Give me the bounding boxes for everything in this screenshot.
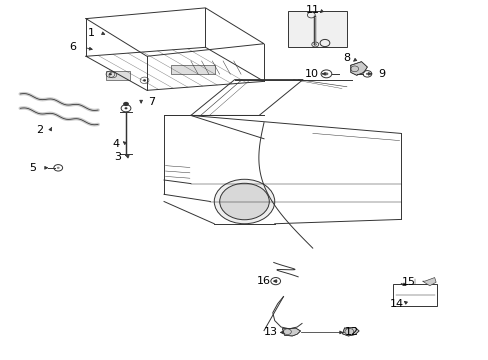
Polygon shape: [350, 62, 366, 75]
Circle shape: [124, 107, 127, 109]
Circle shape: [57, 167, 60, 169]
Text: 5: 5: [29, 163, 36, 173]
FancyBboxPatch shape: [171, 65, 215, 74]
Text: 1: 1: [87, 28, 94, 38]
Circle shape: [313, 43, 316, 45]
Text: 11: 11: [305, 5, 319, 15]
Circle shape: [324, 72, 328, 75]
Text: 9: 9: [378, 69, 385, 79]
Text: 4: 4: [112, 139, 119, 149]
Text: 3: 3: [114, 152, 121, 162]
Polygon shape: [342, 327, 358, 336]
Circle shape: [109, 73, 112, 75]
Text: 13: 13: [264, 327, 278, 337]
Text: 8: 8: [343, 53, 350, 63]
FancyBboxPatch shape: [288, 12, 346, 47]
Text: 14: 14: [389, 299, 403, 309]
Polygon shape: [422, 278, 435, 286]
Circle shape: [365, 73, 368, 75]
Text: 2: 2: [36, 125, 43, 135]
Polygon shape: [282, 328, 300, 336]
FancyBboxPatch shape: [105, 71, 130, 80]
Text: 12: 12: [344, 327, 358, 337]
Circle shape: [214, 179, 274, 224]
Circle shape: [143, 79, 146, 81]
Circle shape: [123, 102, 129, 106]
Text: 16: 16: [257, 276, 270, 286]
Text: 10: 10: [304, 69, 318, 79]
Text: 15: 15: [402, 277, 415, 287]
Circle shape: [219, 183, 269, 220]
Text: 6: 6: [69, 42, 76, 52]
Circle shape: [273, 280, 277, 283]
Text: 7: 7: [148, 97, 155, 107]
